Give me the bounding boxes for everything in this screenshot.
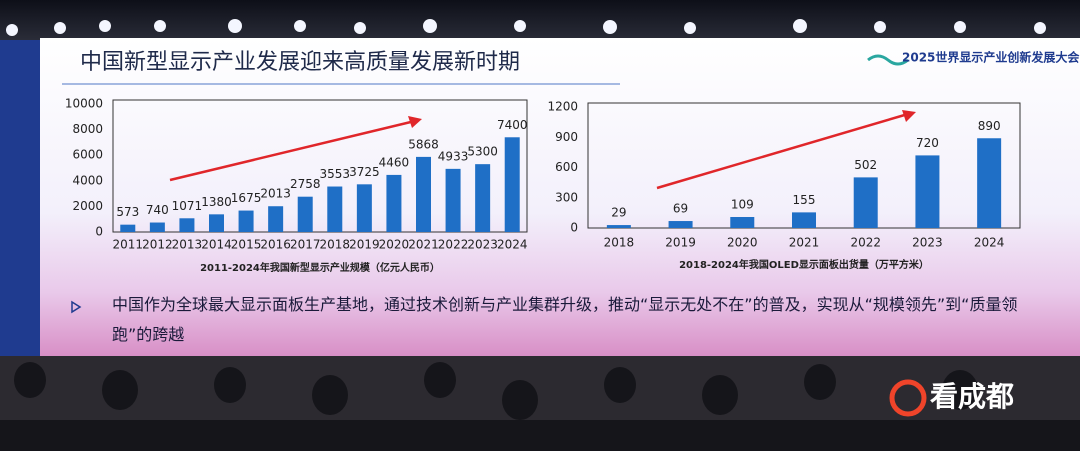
chart-title: 2011-2024年我国新型显示产业规模（亿元人民币）	[200, 261, 440, 274]
y-tick-label: 0	[570, 221, 578, 235]
value-label: 7400	[497, 118, 528, 132]
value-label: 109	[731, 198, 754, 212]
value-label: 5300	[467, 145, 498, 159]
value-label: 1071	[172, 199, 203, 213]
bar	[416, 156, 431, 232]
x-tick-label: 2016	[260, 238, 291, 252]
trend-arrow	[656, 112, 909, 190]
x-tick-label: 2012	[142, 238, 173, 252]
bar	[356, 184, 372, 232]
value-label: 3553	[320, 167, 351, 181]
bar	[327, 186, 343, 232]
x-tick-label: 2022	[850, 236, 881, 250]
bullet-marker	[71, 300, 82, 314]
y-tick-label: 1200	[547, 100, 578, 114]
plot-frame	[112, 99, 528, 233]
value-label: 573	[116, 205, 139, 219]
watermark: 看成都	[930, 380, 1014, 413]
x-tick-label: 2021	[408, 238, 439, 252]
x-tick-label: 2013	[172, 238, 203, 252]
watermark-icon	[889, 379, 927, 417]
logo: 2025世界显示产业创新发展大会	[902, 50, 1080, 65]
audience	[0, 362, 1080, 451]
x-tick-label: 2023	[912, 236, 943, 250]
value-label: 720	[916, 136, 939, 150]
y-tick-label: 600	[555, 160, 578, 174]
y-tick-label: 10000	[65, 97, 103, 111]
bar	[149, 222, 165, 232]
bar	[504, 137, 520, 232]
x-tick-label: 2021	[789, 236, 820, 250]
x-tick-label: 2023	[467, 238, 498, 252]
bullet-text: 中国作为全球最大显示面板生产基地，通过技术创新与产业集群升级，推动“显示无处不在…	[112, 295, 1018, 344]
logo-mark	[867, 54, 909, 66]
x-tick-label: 2015	[231, 238, 262, 252]
x-tick-label: 2019	[349, 238, 380, 252]
x-tick-label: 2018	[604, 236, 635, 250]
bar	[977, 138, 1002, 228]
x-tick-label: 2022	[438, 238, 469, 252]
x-tick-label: 2011	[113, 238, 144, 252]
x-tick-label: 2020	[727, 236, 758, 250]
y-tick-label: 0	[95, 225, 103, 239]
bar	[730, 217, 755, 228]
value-label: 69	[673, 202, 688, 216]
chart-title: 2018-2024年我国OLED显示面板出货量（万平方米）	[679, 258, 929, 271]
slide-title: 中国新型显示产业发展迎来高质量发展新时期	[80, 50, 520, 75]
bar	[238, 210, 254, 232]
value-label: 1675	[231, 191, 262, 205]
bar	[445, 168, 461, 232]
value-label: 155	[793, 193, 816, 207]
value-label: 4933	[438, 149, 469, 163]
x-tick-label: 2014	[201, 238, 232, 252]
bar	[853, 177, 878, 228]
trend-arrowhead	[408, 116, 422, 128]
trend-arrowhead	[902, 110, 916, 122]
y-tick-label: 2000	[72, 199, 103, 213]
bar	[268, 206, 284, 232]
slide	[40, 38, 1080, 356]
bar	[668, 221, 693, 228]
value-label: 5868	[408, 137, 439, 151]
x-tick-label: 2018	[320, 238, 351, 252]
trend-arrow	[169, 119, 416, 182]
value-label: 2758	[290, 177, 321, 191]
x-tick-label: 2020	[379, 238, 410, 252]
value-label: 2013	[260, 187, 291, 201]
side-panel	[0, 40, 40, 360]
value-label: 3725	[349, 165, 380, 179]
ceiling	[0, 0, 1080, 40]
value-label: 1380	[201, 195, 232, 209]
y-tick-label: 6000	[72, 148, 103, 162]
value-label: 740	[146, 203, 169, 217]
y-tick-label: 4000	[72, 173, 103, 187]
y-tick-label: 900	[555, 130, 578, 144]
value-label: 29	[611, 206, 626, 220]
bar	[475, 164, 491, 232]
value-label: 4460	[379, 155, 410, 169]
value-label: 502	[854, 158, 877, 172]
bar	[120, 224, 136, 232]
bar	[606, 225, 631, 228]
x-tick-label: 2024	[497, 238, 528, 252]
x-tick-label: 2019	[665, 236, 696, 250]
bar	[915, 155, 940, 228]
bar	[297, 196, 313, 232]
y-tick-label: 300	[555, 190, 578, 204]
x-tick-label: 2024	[974, 236, 1005, 250]
value-label: 890	[978, 119, 1001, 133]
y-tick-label: 8000	[72, 122, 103, 136]
bar	[209, 214, 224, 232]
x-tick-label: 2017	[290, 238, 321, 252]
bar	[792, 212, 816, 228]
stage-lights	[6, 19, 1046, 36]
bar	[386, 174, 402, 232]
bar	[179, 218, 195, 232]
